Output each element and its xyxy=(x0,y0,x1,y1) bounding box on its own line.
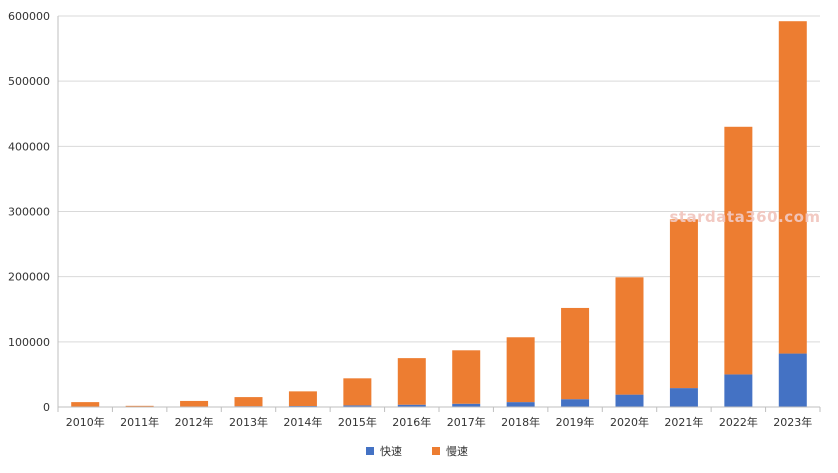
bar-segment xyxy=(670,388,698,407)
bar-segment xyxy=(507,337,535,402)
bar-segment xyxy=(235,397,263,406)
watermark-text: stardata360.com xyxy=(669,208,820,226)
bar-segment xyxy=(289,391,317,406)
y-tick-labels: 0 100000 200000 300000 400000 500000 600000 xyxy=(8,10,50,414)
x-tick-label: 2016年 xyxy=(392,415,431,429)
x-tick-labels: 2010年 2011年 2012年 2013年 2014年 2015年 2016年 2017年… xyxy=(66,415,813,429)
x-tick-label: 2015年 xyxy=(338,415,377,429)
bar-segment xyxy=(452,350,480,403)
bar-segment xyxy=(670,219,698,388)
x-tick-label: 2013年 xyxy=(229,415,268,429)
legend-swatch xyxy=(366,447,374,455)
x-tick-label: 2018年 xyxy=(501,415,540,429)
y-tick-label: 400000 xyxy=(8,140,50,153)
bar-segment xyxy=(398,358,426,405)
bar-segment xyxy=(724,127,752,375)
bar-segment xyxy=(724,374,752,407)
y-tick-label: 200000 xyxy=(8,271,50,284)
x-tick-label: 2023年 xyxy=(773,415,812,429)
x-tick-label: 2014年 xyxy=(283,415,322,429)
bar-segment xyxy=(71,402,99,407)
bar-segment xyxy=(180,401,208,407)
bar-segment xyxy=(343,378,371,405)
y-tick-label: 100000 xyxy=(8,336,50,349)
y-tick-label: 500000 xyxy=(8,75,50,88)
x-tick-label: 2017年 xyxy=(447,415,486,429)
x-tick-label: 2020年 xyxy=(610,415,649,429)
y-tick-label: 0 xyxy=(43,401,50,414)
legend: 快速 慢速 xyxy=(366,445,468,458)
bar-segment xyxy=(779,354,807,407)
x-tick-label: 2011年 xyxy=(120,415,159,429)
x-tick-label: 2022年 xyxy=(719,415,758,429)
legend-label: 慢速 xyxy=(446,445,468,458)
bar-segment xyxy=(507,402,535,407)
legend-swatch xyxy=(432,447,440,455)
gridlines xyxy=(58,16,820,342)
bar-segment xyxy=(561,308,589,399)
legend-label: 快速 xyxy=(380,445,402,458)
x-tick-label: 2012年 xyxy=(175,415,214,429)
x-tick-label: 2021年 xyxy=(664,415,703,429)
y-tick-label: 300000 xyxy=(8,206,50,219)
x-tick-label: 2019年 xyxy=(556,415,595,429)
bar-segment xyxy=(779,21,807,353)
bar-segment xyxy=(561,399,589,407)
x-tick-label: 2010年 xyxy=(66,415,105,429)
bar-segment xyxy=(616,395,644,407)
y-tick-label: 600000 xyxy=(8,10,50,23)
bar-segment xyxy=(616,277,644,394)
